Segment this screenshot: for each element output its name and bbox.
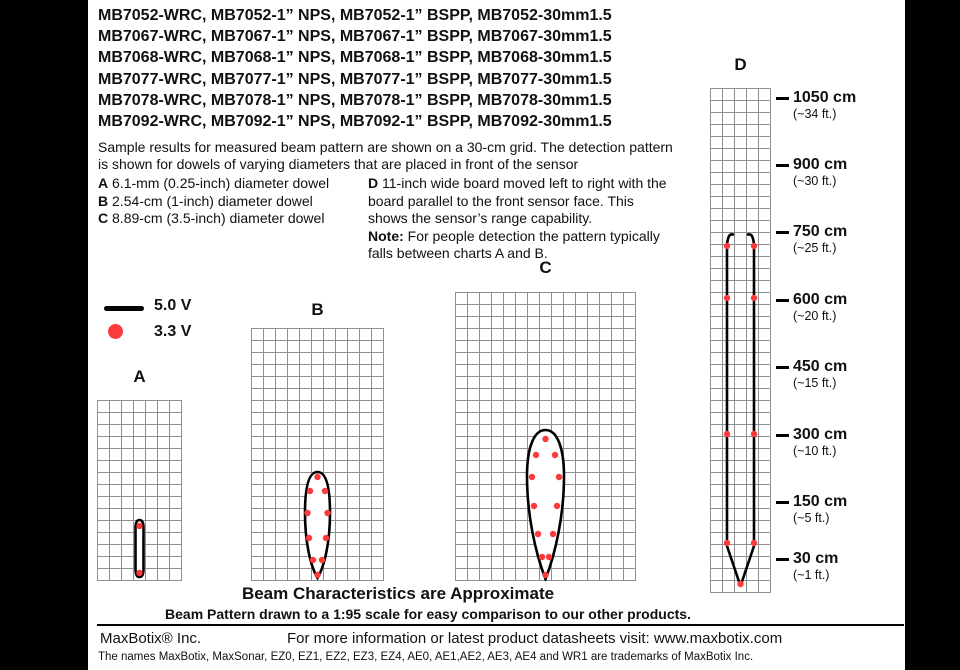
chart-b-label: B (311, 300, 324, 319)
dowel-item-a: A 6.1-mm (0.25-inch) diameter dowel (98, 175, 329, 193)
beam-dots-3v3 (528, 435, 563, 579)
scale-mark-900: 900 cm (~30 ft.) (776, 155, 847, 189)
board-key: D (368, 175, 379, 191)
model-list: MB7052-WRC, MB7052-1” NPS, MB7052-1” BSP… (98, 5, 612, 132)
model-line: MB7068-WRC, MB7068-1” NPS, MB7068-1” BSP… (98, 49, 612, 67)
beam-dots-3v3 (723, 242, 758, 588)
scale-mark-750: 750 cm (~25 ft.) (776, 222, 847, 256)
dowel-list: A 6.1-mm (0.25-inch) diameter dowel B 2.… (98, 175, 329, 228)
beam-pattern-d (723, 233, 758, 588)
scale-mark-30: 30 cm (~1 ft.) (776, 549, 838, 583)
board-description: D 11-inch wide board moved left to right… (368, 175, 670, 263)
model-line: MB7052-WRC, MB7052-1” NPS, MB7052-1” BSP… (98, 7, 612, 24)
legend-5v-line-swatch (104, 306, 144, 311)
dowel-key: A (98, 175, 109, 191)
scale-cm-label: 750 cm (793, 223, 848, 240)
chart-a-grid (97, 400, 182, 581)
dowel-key: B (98, 192, 109, 209)
model-line: MB7067-WRC, MB7067-1” NPS, MB7067-1” BSP… (98, 28, 612, 46)
scale-cm-label: 150 cm (793, 493, 848, 510)
note-text: Note: For people detection the pattern t… (368, 228, 670, 263)
chart-c-grid (455, 292, 636, 581)
legend-3v3-dot-swatch (108, 324, 123, 339)
scale-cm-label: 30 cm (793, 550, 839, 567)
scale-ft-label: (~15 ft.) (793, 376, 837, 390)
company-name: MaxBotix® Inc. (100, 630, 202, 647)
scale-ft-label: (~10 ft.) (793, 444, 837, 458)
dowel-text: 6.1-mm (0.25-inch) diameter dowel (112, 175, 330, 191)
scale-cm-label: 450 cm (793, 358, 848, 375)
tick-mark (776, 366, 789, 369)
scale-ft-label: (~20 ft.) (793, 309, 837, 323)
model-line: MB7078-WRC, MB7078-1” NPS, MB7078-1” BSP… (98, 91, 612, 109)
datasheet-info-link: For more information or latest product d… (287, 630, 783, 647)
intro-text: Sample results for measured beam pattern… (98, 139, 673, 172)
beam-pattern-c (525, 428, 566, 581)
note-body: For people detection the pattern typical… (368, 227, 660, 262)
dowel-item-c: C 8.89-cm (3.5-inch) diameter dowel (98, 210, 329, 228)
scale-ft-label: (~5 ft.) (793, 511, 830, 525)
scale-cm-label: 600 cm (793, 291, 848, 308)
tick-mark (776, 434, 789, 437)
beam-dots-3v3 (304, 473, 331, 579)
approximate-heading: Beam Characteristics are Approximate (241, 584, 555, 603)
scale-mark-450: 450 cm (~15 ft.) (776, 357, 847, 391)
dowel-key: C (98, 210, 109, 226)
tick-mark (776, 231, 789, 234)
footer-divider (97, 624, 904, 626)
chart-c-label: C (539, 258, 552, 277)
tick-mark (776, 299, 789, 302)
chart-d-label: D (734, 55, 747, 74)
beam-outline-5v (134, 518, 145, 579)
tick-mark (776, 97, 789, 100)
beam-pattern-b (303, 470, 332, 581)
scale-mark-150: 150 cm (~5 ft.) (776, 492, 847, 526)
beam-pattern-a (134, 518, 145, 579)
tick-mark (776, 164, 789, 167)
scale-ft-label: (~25 ft.) (793, 241, 837, 255)
scale-ft-label: (~34 ft.) (793, 107, 837, 121)
scale-ft-label: (~30 ft.) (793, 174, 837, 188)
tick-mark (776, 558, 789, 561)
model-line: MB7092-WRC, MB7092-1” NPS, MB7092-1” BSP… (98, 113, 612, 131)
scale-mark-600: 600 cm (~20 ft.) (776, 290, 847, 324)
chart-b-grid (251, 328, 384, 581)
dowel-text: 2.54-cm (1-inch) diameter dowel (112, 192, 313, 209)
scale-mark-1050: 1050 cm (~34 ft.) (776, 88, 856, 122)
scale-note: Beam Pattern drawn to a 1:95 scale for e… (165, 606, 691, 622)
board-text: D 11-inch wide board moved left to right… (368, 175, 670, 228)
chart-d-grid (710, 88, 771, 593)
beam-outline-5v (303, 470, 332, 581)
legend-3v3-label: 3.3 V (154, 323, 192, 340)
trademark-notice: The names MaxBotix, MaxSonar, EZ0, EZ1, … (98, 651, 754, 663)
dowel-item-b: B 2.54-cm (1-inch) diameter dowel (98, 193, 329, 211)
scale-cm-label: 300 cm (793, 426, 848, 443)
model-line: MB7077-WRC, MB7077-1” NPS, MB7077-1” BSP… (98, 70, 612, 88)
legend-5v-label: 5.0 V (154, 297, 192, 314)
tick-mark (776, 501, 789, 504)
note-label: Note: (368, 227, 404, 244)
beam-outline-5v (725, 233, 756, 587)
scale-cm-label: 900 cm (793, 156, 848, 173)
scale-ft-label: (~1 ft.) (793, 568, 830, 582)
beam-dots-3v3 (136, 522, 143, 577)
scale-cm-label: 1050 cm (793, 89, 857, 106)
scale-mark-300: 300 cm (~10 ft.) (776, 425, 847, 459)
board-body: 11-inch wide board moved left to right w… (368, 175, 667, 226)
dowel-text: 8.89-cm (3.5-inch) diameter dowel (112, 210, 325, 226)
chart-a-label: A (133, 367, 146, 386)
beam-outline-5v (525, 428, 566, 581)
